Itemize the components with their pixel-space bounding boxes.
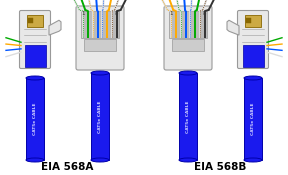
Text: EIA 568B: EIA 568B: [194, 162, 246, 172]
Bar: [28, 18, 33, 23]
Bar: [27, 15, 43, 27]
Bar: [81, 11, 119, 38]
Polygon shape: [227, 20, 239, 35]
Bar: [26, 78, 44, 160]
Bar: [172, 39, 204, 51]
FancyBboxPatch shape: [20, 10, 50, 68]
Bar: [84, 39, 116, 51]
Bar: [244, 78, 262, 160]
Text: 1: 1: [82, 11, 85, 16]
Ellipse shape: [179, 71, 197, 75]
Text: CAT5e CABLE: CAT5e CABLE: [98, 100, 102, 133]
Ellipse shape: [244, 76, 262, 80]
Text: 8: 8: [203, 11, 206, 16]
Ellipse shape: [244, 158, 262, 162]
Bar: [179, 73, 197, 160]
FancyBboxPatch shape: [76, 6, 124, 70]
Text: 8: 8: [115, 11, 118, 16]
Ellipse shape: [91, 71, 109, 75]
Bar: [169, 11, 207, 38]
Bar: [91, 73, 109, 160]
Text: EIA 568A: EIA 568A: [41, 162, 93, 172]
FancyBboxPatch shape: [238, 10, 268, 68]
Text: CAT5e CABLE: CAT5e CABLE: [33, 103, 37, 135]
Text: CAT5e CABLE: CAT5e CABLE: [251, 103, 255, 135]
Ellipse shape: [26, 158, 44, 162]
Bar: [245, 15, 261, 27]
Text: CAT5e CABLE: CAT5e CABLE: [186, 100, 190, 133]
Text: 1: 1: [170, 11, 173, 16]
Ellipse shape: [91, 158, 109, 162]
Ellipse shape: [26, 76, 44, 80]
Polygon shape: [49, 20, 61, 35]
Bar: [242, 45, 264, 67]
Bar: [246, 18, 251, 23]
FancyBboxPatch shape: [164, 6, 212, 70]
Bar: [24, 45, 46, 67]
Ellipse shape: [179, 158, 197, 162]
